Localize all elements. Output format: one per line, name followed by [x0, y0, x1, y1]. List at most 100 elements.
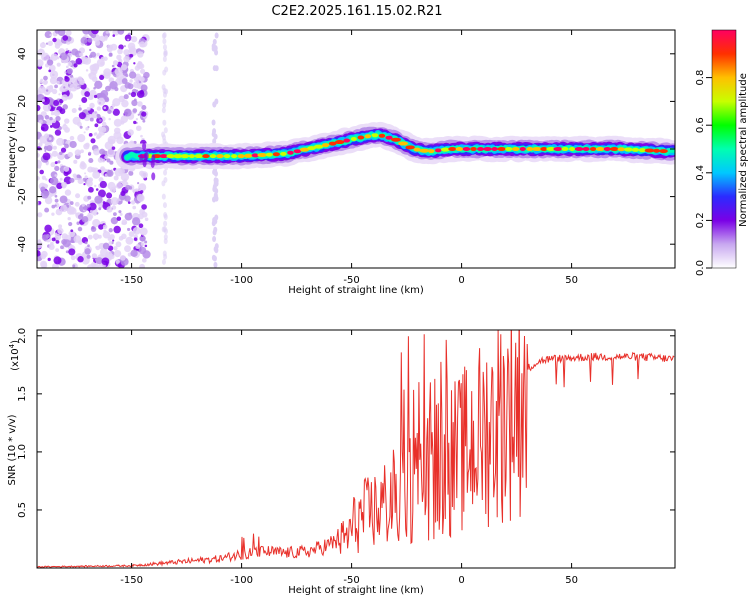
noise-speck — [49, 176, 59, 186]
noise-speck — [89, 117, 94, 122]
noise-speck — [47, 40, 53, 47]
ridge-peak — [569, 147, 576, 151]
noise-speck — [133, 80, 141, 89]
noise-speck — [56, 62, 61, 67]
ridge-peak — [313, 144, 324, 149]
ridge-peak — [251, 153, 259, 158]
column-speck — [162, 44, 167, 51]
noise-speck — [61, 94, 69, 101]
noise-speck — [113, 212, 117, 217]
noise-speck — [64, 143, 69, 149]
noise-speck — [57, 30, 66, 37]
spectrogram-y-tick-label: 20 — [17, 95, 28, 108]
noise-speck — [91, 253, 98, 259]
column-speck — [211, 131, 216, 138]
spectrogram-x-tick-label: -100 — [230, 275, 253, 286]
noise-speck — [70, 229, 74, 233]
noise-speck — [68, 221, 73, 227]
noise-speck — [45, 233, 51, 239]
noise-speck — [65, 250, 69, 254]
noise-speck — [40, 253, 47, 260]
noise-speck — [141, 258, 147, 263]
noise-speck — [57, 151, 66, 160]
noise-speck — [123, 94, 129, 100]
noise-speck — [40, 186, 46, 192]
column-speck — [162, 202, 167, 209]
noise-speck — [139, 235, 146, 242]
ridge-peak — [371, 133, 379, 138]
noise-speck — [73, 63, 78, 68]
snr-x-tick-label: -100 — [230, 575, 253, 586]
noise-speck — [97, 234, 102, 239]
noise-speck — [117, 30, 125, 35]
plume-blob — [142, 159, 147, 168]
noise-speck — [42, 103, 51, 112]
noise-speck — [55, 239, 60, 244]
noise-speck — [138, 223, 144, 229]
noise-speck — [133, 120, 137, 125]
ridge-peak — [385, 135, 393, 140]
noise-speck — [78, 107, 82, 111]
column-speck — [164, 88, 169, 95]
noise-speck — [141, 117, 144, 121]
noise-speck — [63, 123, 67, 127]
noise-speck — [51, 150, 58, 157]
noise-speck — [144, 240, 148, 244]
noise-speck — [105, 85, 111, 92]
noise-speck — [77, 86, 80, 89]
noise-speck — [78, 104, 81, 107]
noise-speck — [68, 230, 76, 238]
ridge-peak — [526, 147, 534, 151]
ridge-peak — [448, 147, 457, 151]
noise-speck — [44, 115, 50, 120]
noise-speck — [40, 190, 49, 199]
noise-speck — [135, 188, 139, 192]
noise-speck — [45, 178, 48, 181]
noise-speck — [118, 235, 124, 241]
noise-speck — [139, 41, 146, 48]
noise-speck — [49, 70, 59, 79]
column-speck — [211, 119, 216, 126]
noise-speck — [128, 170, 134, 176]
column-speck — [213, 180, 218, 187]
noise-speck — [64, 189, 72, 196]
snr-y-tick-label: 2.0 — [17, 328, 28, 344]
noise-speck — [120, 115, 129, 123]
chart-title: C2E2.2025.161.15.02.R21 — [271, 4, 442, 19]
noise-speck — [44, 149, 47, 152]
noise-speck — [124, 221, 127, 225]
noise-speck — [46, 145, 53, 152]
noise-speck — [80, 36, 88, 44]
noise-speck — [106, 169, 114, 177]
noise-speck — [103, 229, 107, 233]
noise-speck — [37, 165, 42, 169]
noise-speck — [84, 175, 88, 179]
noise-speck — [50, 111, 55, 116]
ridge-peak — [561, 147, 569, 151]
noise-speck — [116, 182, 123, 189]
noise-speck — [55, 248, 60, 253]
noise-speck — [44, 207, 50, 213]
noise-speck — [111, 146, 116, 150]
snr-line — [37, 330, 675, 568]
noise-speck — [80, 149, 84, 154]
noise-speck — [56, 56, 60, 60]
ridge-peak — [427, 149, 435, 154]
ridge-peak — [343, 138, 351, 143]
noise-speck — [82, 30, 90, 35]
noise-speck — [79, 125, 83, 129]
noise-speck — [70, 74, 74, 78]
noise-speck — [94, 40, 101, 46]
ridge-peak — [413, 147, 421, 152]
noise-speck — [56, 137, 65, 146]
ridge-peak — [531, 147, 542, 151]
noise-speck — [88, 133, 93, 137]
ridge-peak — [265, 152, 273, 157]
noise-speck — [43, 133, 50, 139]
ridge-peak — [172, 154, 183, 159]
noise-speck — [116, 216, 122, 221]
noise-speck — [112, 34, 116, 37]
ridge-peak — [455, 147, 464, 151]
noise-speck — [64, 76, 70, 82]
